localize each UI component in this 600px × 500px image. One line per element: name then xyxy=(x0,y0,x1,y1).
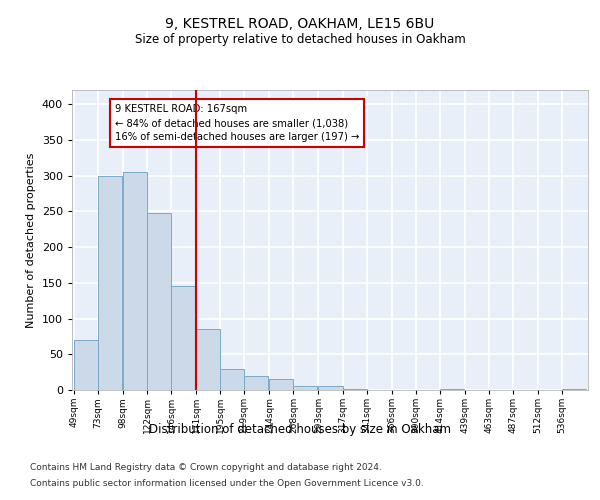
Bar xyxy=(196,330,220,390)
Bar xyxy=(269,380,293,390)
Bar xyxy=(147,213,171,390)
Bar xyxy=(123,172,147,390)
Text: Contains public sector information licensed under the Open Government Licence v3: Contains public sector information licen… xyxy=(30,478,424,488)
Bar xyxy=(220,368,244,390)
Text: Size of property relative to detached houses in Oakham: Size of property relative to detached ho… xyxy=(134,32,466,46)
Bar xyxy=(244,376,268,390)
Text: 9, KESTREL ROAD, OAKHAM, LE15 6BU: 9, KESTREL ROAD, OAKHAM, LE15 6BU xyxy=(166,18,434,32)
Text: Distribution of detached houses by size in Oakham: Distribution of detached houses by size … xyxy=(149,422,451,436)
Text: Contains HM Land Registry data © Crown copyright and database right 2024.: Contains HM Land Registry data © Crown c… xyxy=(30,464,382,472)
Text: 9 KESTREL ROAD: 167sqm
← 84% of detached houses are smaller (1,038)
16% of semi-: 9 KESTREL ROAD: 167sqm ← 84% of detached… xyxy=(115,104,359,142)
Bar xyxy=(171,286,195,390)
Bar xyxy=(74,340,98,390)
Bar xyxy=(293,386,317,390)
Bar xyxy=(98,176,122,390)
Bar xyxy=(319,386,343,390)
Y-axis label: Number of detached properties: Number of detached properties xyxy=(26,152,36,328)
